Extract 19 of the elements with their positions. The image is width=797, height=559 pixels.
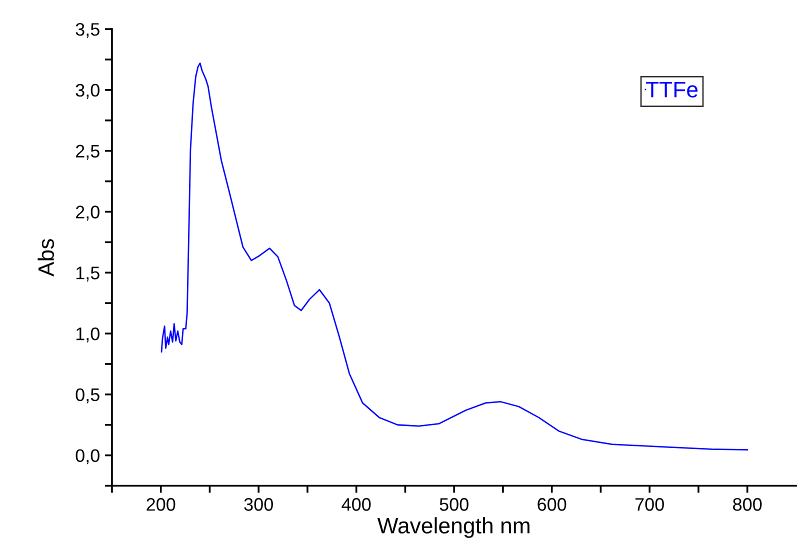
- x-tick-label: 600: [538, 498, 566, 511]
- x-tick-label: 200: [146, 498, 176, 511]
- y-tick-label: 1,5: [76, 266, 100, 282]
- x-tick-label: 400: [342, 498, 371, 511]
- y-tick-label: 2,0: [76, 206, 100, 221]
- x-tick-label: 700: [635, 498, 664, 511]
- x-tick-label: 800: [733, 498, 762, 511]
- x-tick-label: 300: [244, 498, 273, 511]
- y-tick-label: 2,5: [76, 144, 100, 160]
- y-tick-label: 0,0: [76, 449, 100, 464]
- x-tick-label: 500: [440, 498, 468, 511]
- y-tick-label: 3,0: [76, 84, 100, 99]
- y-axis-title: Abs: [38, 239, 54, 277]
- y-tick-label: 3,5: [76, 23, 100, 38]
- x-axis-title: Wavelength nm: [377, 517, 530, 538]
- legend-label: TTFe: [646, 82, 698, 98]
- line-series: [160, 62, 748, 451]
- y-tick-label: 1,0: [76, 327, 100, 342]
- y-tick-label: 0,5: [76, 388, 100, 404]
